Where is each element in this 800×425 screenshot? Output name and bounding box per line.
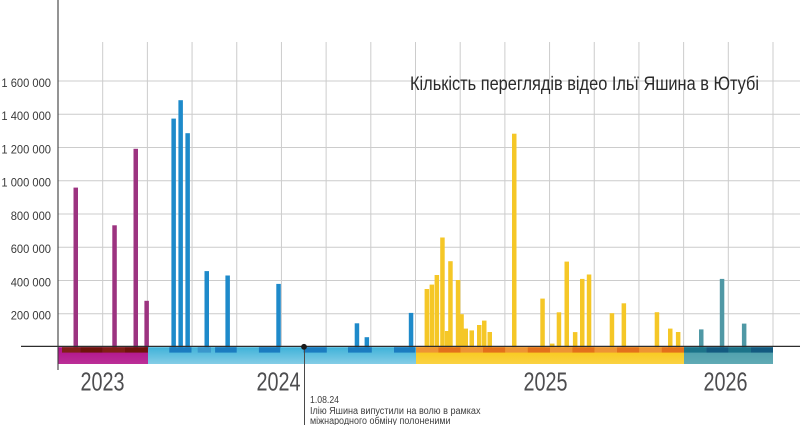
svg-text:1.08.24: 1.08.24	[310, 395, 339, 406]
svg-text:1 200 000: 1 200 000	[1, 142, 51, 156]
svg-text:200 000: 200 000	[11, 309, 52, 323]
svg-text:1 000 000: 1 000 000	[1, 176, 51, 190]
svg-text:400 000: 400 000	[11, 275, 52, 289]
svg-text:Кількість переглядів відео Іль: Кількість переглядів відео Ільї Яшина в …	[410, 74, 759, 95]
svg-text:1 600 000: 1 600 000	[1, 76, 51, 90]
svg-text:1 400 000: 1 400 000	[1, 109, 51, 123]
svg-text:2025: 2025	[524, 367, 568, 397]
svg-text:2026: 2026	[704, 367, 748, 397]
svg-text:800 000: 800 000	[11, 209, 52, 223]
svg-text:Ілію Яшина випустили на волю в: Ілію Яшина випустили на волю в рамках	[310, 406, 481, 417]
svg-text:міжнародного обміну полоненими: міжнародного обміну полоненими	[310, 415, 451, 425]
svg-text:2024: 2024	[257, 367, 301, 397]
svg-text:600 000: 600 000	[11, 242, 52, 256]
svg-text:2023: 2023	[81, 367, 125, 397]
